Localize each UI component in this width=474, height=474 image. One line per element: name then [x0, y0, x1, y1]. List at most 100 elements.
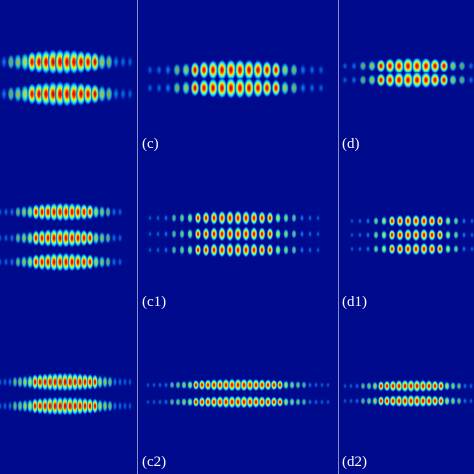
fringe-spot	[412, 228, 420, 242]
fringe-spot	[315, 229, 321, 239]
fringe-spot	[289, 397, 295, 407]
fringe-spot	[461, 244, 467, 254]
fringe-spot	[181, 380, 187, 390]
fringe-spot	[68, 49, 80, 75]
fringe-spot	[243, 59, 255, 81]
fringe-spot	[243, 77, 255, 99]
fringe-spot	[173, 62, 181, 78]
fringe-spot	[436, 243, 444, 255]
fringe-spot	[469, 217, 474, 225]
fringe-spot	[204, 396, 212, 408]
fringe-spot	[325, 381, 331, 389]
fringe-spot	[242, 242, 250, 258]
fringe-spot	[92, 230, 100, 246]
fringe-spot	[26, 230, 34, 246]
fringe-spot	[234, 242, 242, 258]
fringe-spot	[270, 379, 278, 391]
fringe-spot	[194, 211, 202, 225]
fringe-spot	[359, 60, 367, 72]
fringe-spot	[192, 396, 200, 408]
fringe-spot	[289, 380, 295, 390]
fringe-spot	[198, 379, 206, 391]
fringe-spot	[437, 380, 445, 392]
fringe-spot	[104, 205, 112, 219]
fringe-spot	[258, 378, 266, 392]
fringe-spot	[98, 231, 106, 245]
fringe-spot	[181, 62, 191, 78]
fringe-spot	[308, 63, 316, 77]
fringe-spot	[307, 245, 313, 255]
fringe-spot	[290, 62, 298, 78]
fringe-spot	[7, 53, 15, 71]
fringe-spot	[412, 214, 420, 228]
fringe-spot	[3, 206, 9, 218]
fringe-spot	[218, 242, 226, 258]
fringe-spot	[91, 374, 99, 390]
fringe-spot	[407, 379, 415, 393]
fringe-spot	[186, 244, 194, 256]
panel-label: (c1)	[142, 294, 166, 310]
fringe-spot	[357, 245, 363, 253]
fringe-spot	[439, 73, 449, 87]
fringe-spot	[359, 74, 367, 86]
fringe-spot	[428, 214, 436, 228]
fringe-spot	[117, 376, 123, 388]
fringe-spot	[13, 84, 23, 104]
fringe-spot	[117, 400, 123, 412]
fringe-spot	[291, 244, 297, 256]
fringe-spot	[210, 378, 218, 392]
fringe-spot	[428, 228, 436, 242]
fringe-spot	[252, 59, 264, 81]
fringe-spot	[383, 380, 391, 392]
fringe-spot	[234, 59, 246, 81]
fringe-spot	[202, 211, 210, 225]
fringe-spot	[456, 396, 462, 406]
fringe-spot	[71, 372, 79, 392]
fringe-spot	[348, 397, 354, 405]
fringe-spot	[376, 73, 386, 87]
fringe-spot	[317, 64, 325, 76]
fringe-spot	[264, 379, 272, 391]
fringe-spot	[194, 243, 202, 257]
fringe-spot	[380, 243, 388, 255]
fringe-spot	[75, 49, 87, 75]
fringe-spot	[228, 395, 236, 409]
fringe-spot	[80, 229, 88, 247]
fringe-spot	[307, 398, 313, 406]
fringe-spot	[12, 375, 18, 389]
fringe-spot	[127, 376, 133, 388]
fringe-spot	[242, 226, 250, 242]
fringe-spot	[319, 398, 325, 406]
fringe-spot	[291, 228, 297, 240]
fringe-spot	[61, 252, 71, 272]
fringe-spot	[342, 397, 348, 405]
fringe-spot	[404, 228, 412, 242]
fringe-spot	[32, 203, 40, 221]
fringe-spot	[32, 253, 40, 271]
fringe-spot	[186, 397, 194, 407]
fringe-spot	[413, 394, 421, 408]
fringe-spot	[179, 244, 185, 256]
fringe-spot	[179, 212, 185, 224]
fringe-spot	[295, 397, 301, 407]
fringe-spot	[282, 380, 290, 390]
fringe-spot	[420, 214, 428, 228]
fringe-spot	[373, 230, 379, 240]
fringe-spot	[218, 210, 226, 226]
fringe-spot	[274, 212, 282, 224]
fringe-spot	[266, 227, 274, 241]
fringe-spot	[301, 397, 307, 407]
fringe-spot	[0, 206, 3, 218]
fringe-spot	[468, 382, 474, 390]
fringe-spot	[49, 252, 59, 272]
fringe-spot	[458, 74, 466, 86]
fringe-spot	[436, 229, 444, 241]
fringe-spot	[307, 229, 313, 239]
fringe-spot	[444, 243, 452, 255]
fringe-spot	[448, 73, 458, 87]
fringe-spot	[468, 397, 474, 405]
fringe-spot	[181, 80, 191, 96]
fringe-spot	[234, 77, 246, 99]
panel-label: (c2)	[142, 454, 166, 470]
fringe-spot	[222, 395, 230, 409]
